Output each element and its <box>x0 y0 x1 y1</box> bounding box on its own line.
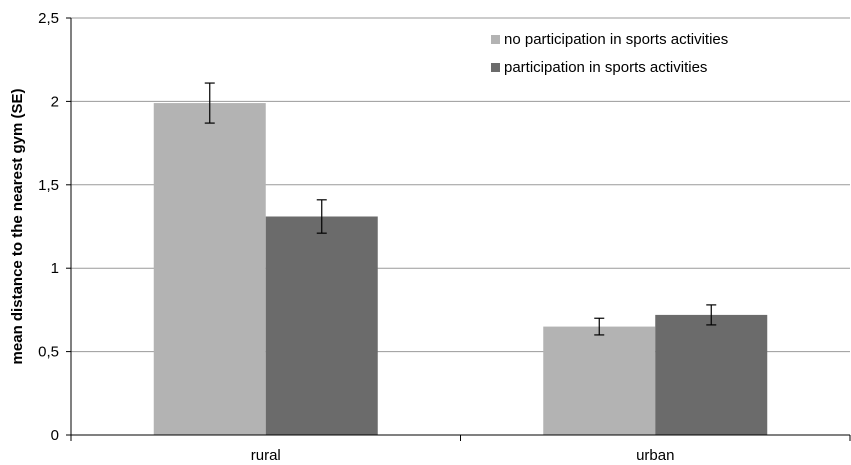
error-bar <box>204 82 215 124</box>
legend-label: no participation in sports activities <box>504 31 728 48</box>
legend-swatch <box>491 35 500 44</box>
y-tick-label: 0 <box>51 427 59 444</box>
error-bar <box>706 304 717 326</box>
bars <box>153 103 768 436</box>
y-axis-label: mean distance to the nearest gym (SE) <box>9 89 26 365</box>
bar <box>265 216 378 435</box>
y-tick-label: 0,5 <box>38 344 59 361</box>
error-bar <box>316 199 327 234</box>
x-tick-labels: rural urban <box>251 447 675 464</box>
bar <box>543 326 656 435</box>
legend-swatch <box>491 63 500 72</box>
bar <box>153 103 266 436</box>
legend-label: participation in sports activities <box>504 59 707 76</box>
x-tick-label: rural <box>251 447 281 464</box>
y-tick-label: 1 <box>51 260 59 277</box>
error-bar <box>594 317 605 336</box>
legend: no participation in sports activities par… <box>491 31 728 76</box>
error-bars <box>204 82 717 336</box>
x-tick-label: urban <box>636 447 674 464</box>
y-tick-label: 2 <box>51 93 59 110</box>
y-tick-labels: 0 0,5 1 1,5 2 2,5 <box>38 10 59 444</box>
bar <box>655 314 768 435</box>
y-tick-label: 1,5 <box>38 177 59 194</box>
y-tick-label: 2,5 <box>38 10 59 27</box>
axes <box>66 17 851 441</box>
